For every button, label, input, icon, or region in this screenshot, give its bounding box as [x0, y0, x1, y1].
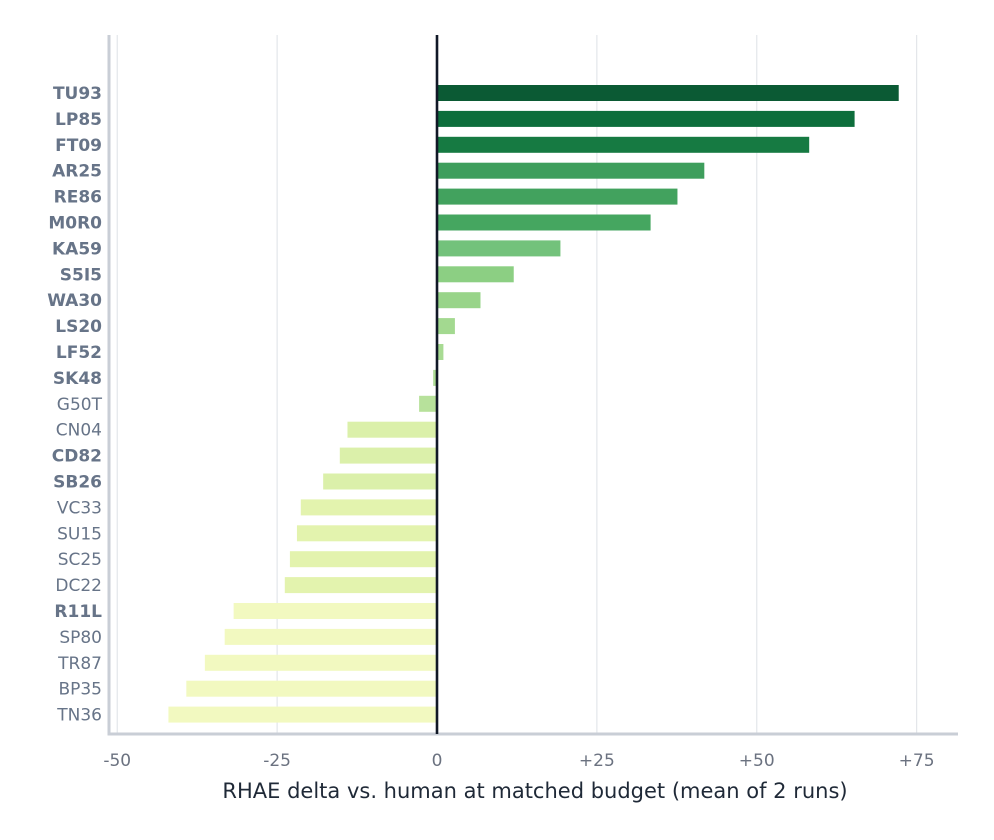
- category-label-r11l: R11L: [54, 602, 102, 622]
- bar-sp80: [224, 628, 437, 645]
- category-label-su15: SU15: [57, 524, 102, 544]
- bar-sc25: [289, 551, 437, 568]
- category-label-lf52: LF52: [56, 343, 102, 363]
- bar-s5i5: [437, 266, 514, 283]
- bar-re86: [437, 188, 678, 205]
- category-label-tu93: TU93: [53, 84, 102, 104]
- category-label-g50t: G50T: [57, 395, 103, 415]
- bar-ar25: [437, 162, 705, 179]
- bar-ft09: [437, 136, 810, 153]
- bar-dc22: [284, 577, 437, 594]
- category-label-m0r0: M0R0: [48, 214, 102, 234]
- x-tick-label-4: +50: [739, 751, 775, 771]
- x-tick-label-2: 0: [432, 751, 443, 771]
- category-label-ar25: AR25: [52, 162, 102, 182]
- category-label-vc33: VC33: [57, 498, 102, 518]
- category-label-ls20: LS20: [55, 317, 102, 337]
- x-tick-label-3: +25: [579, 751, 615, 771]
- category-label-tr87: TR87: [57, 654, 102, 674]
- x-tick-labels: -50 -25 0 +25 +50 +75: [103, 751, 934, 771]
- bar-bp35: [186, 680, 437, 697]
- bar-lp85: [437, 110, 855, 127]
- category-label-ka59: KA59: [52, 239, 102, 259]
- bar-wa30: [437, 292, 481, 309]
- category-label-lp85: LP85: [55, 110, 102, 130]
- category-label-sk48: SK48: [53, 369, 102, 389]
- bar-tu93: [437, 85, 899, 101]
- category-label-sc25: SC25: [58, 550, 102, 570]
- bars: [168, 85, 899, 723]
- category-label-cd82: CD82: [52, 447, 102, 467]
- category-label-sb26: SB26: [53, 473, 102, 493]
- bar-tr87: [204, 654, 437, 671]
- category-label-cn04: CN04: [56, 421, 102, 441]
- bar-cd82: [339, 447, 437, 464]
- x-tick-label-1: -25: [263, 751, 291, 771]
- category-label-re86: RE86: [54, 188, 102, 208]
- x-tick-label-5: +75: [899, 751, 935, 771]
- bar-cn04: [347, 421, 437, 438]
- bar-sb26: [323, 473, 437, 490]
- category-label-dc22: DC22: [55, 576, 102, 596]
- category-label-s5i5: S5I5: [60, 265, 102, 285]
- bar-ka59: [437, 240, 561, 257]
- bar-lf52: [437, 344, 444, 360]
- category-labels: TU93 LP85 FT09 AR25 RE86 M0R0 KA59 S5I5 WA30 LS20…: [47, 84, 102, 726]
- bar-r11l: [233, 603, 437, 619]
- bar-vc33: [300, 499, 437, 516]
- bar-su15: [296, 525, 437, 542]
- x-axis-title: RHAE delta vs. human at matched budget (…: [222, 779, 847, 803]
- category-label-bp35: BP35: [58, 680, 102, 700]
- axis-frame: [107, 35, 958, 736]
- bar-ls20: [437, 318, 455, 335]
- x-tick-label-0: -50: [103, 751, 131, 771]
- bar-tn36: [168, 706, 437, 723]
- category-label-wa30: WA30: [47, 291, 102, 311]
- category-label-ft09: FT09: [55, 136, 102, 156]
- bar-g50t: [419, 395, 437, 412]
- bar-sk48: [433, 369, 437, 386]
- bar-m0r0: [437, 214, 651, 231]
- category-label-sp80: SP80: [59, 628, 102, 648]
- category-label-tn36: TN36: [56, 706, 102, 726]
